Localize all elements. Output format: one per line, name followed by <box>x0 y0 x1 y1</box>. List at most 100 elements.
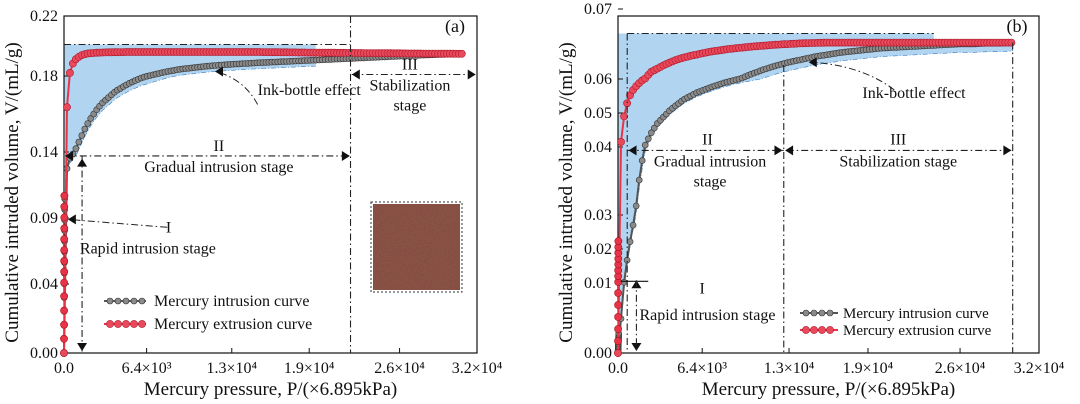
chart-panel-a: 0.00 0.04 0.09 0.14 0.18 0.22 0.0 6.4×10³ 1.3×10… <box>2 8 503 400</box>
legend-marker <box>122 320 130 328</box>
stage-annotations: II Gradual intrusion stage III Stabilization… <box>620 32 1014 353</box>
data-point <box>457 49 466 58</box>
data-point <box>60 256 69 265</box>
arrow-head <box>774 145 783 156</box>
panel-label: (a) <box>445 16 465 37</box>
x-tick-label: 1.3×10⁴ <box>206 360 257 377</box>
legend-label: Mercury extrusion curve <box>154 316 312 333</box>
arrow-head <box>808 57 817 68</box>
stage-name: stage <box>393 98 426 115</box>
data-point <box>647 129 655 137</box>
data-point <box>60 334 68 343</box>
data-point <box>635 176 643 184</box>
data-point <box>614 349 622 357</box>
leader-line <box>67 218 168 228</box>
data-point <box>72 145 80 152</box>
y-tick-label: 0.06 <box>584 71 612 88</box>
x-tick-label: 3.2×10⁴ <box>452 360 503 377</box>
x-tick-label: 2.6×10⁴ <box>935 360 986 377</box>
legend: Mercury intrusion curve Mercury extrusion… <box>104 293 312 333</box>
y-axis-title: Cumulative intruded volume, V/(mL/g) <box>2 42 23 342</box>
y-tick-label: 0.18 <box>30 68 58 85</box>
legend-marker <box>138 320 146 328</box>
data-point <box>626 238 634 245</box>
data-point <box>60 246 69 254</box>
data-point <box>60 202 69 211</box>
x-axis-title: Mercury pressure, P/(×6.895kPa) <box>144 379 397 400</box>
x-tick-label: 2.6×10⁴ <box>374 360 425 377</box>
data-point <box>614 289 622 297</box>
y-axis-title: Cumulative intruded volume, V/(mL/g) <box>556 42 577 342</box>
legend-marker <box>818 309 826 317</box>
data-point <box>60 213 69 222</box>
x-tick-label: 1.9×10⁴ <box>284 360 335 377</box>
data-point <box>620 112 628 121</box>
legend-marker <box>802 309 810 317</box>
x-axis-title: Mercury pressure, P/(×6.895kPa) <box>702 379 955 400</box>
stage-numeral: I <box>166 220 171 237</box>
data-point <box>614 237 623 246</box>
data-point <box>66 69 74 77</box>
legend-marker <box>130 320 138 328</box>
plot-frame <box>617 15 1040 354</box>
legend-marker <box>122 297 130 305</box>
data-point <box>75 138 83 146</box>
y-tick-label: 0.14 <box>30 144 58 161</box>
stage-name: Stabilization <box>369 78 450 95</box>
series-extrusion <box>60 48 466 357</box>
ink-bottle-label: Ink-bottle effect <box>862 85 966 102</box>
series-extrusion <box>614 38 1016 357</box>
y-tick-label: 0.09 <box>30 210 58 227</box>
x-tick-label: 6.4×10³ <box>122 360 172 377</box>
data-point <box>614 301 622 309</box>
x-tick-label: 6.4×10³ <box>677 360 727 377</box>
y-tick-label: 0.07 <box>584 1 612 18</box>
x-tick-label: 1.3×10⁴ <box>764 360 815 377</box>
arrow-head <box>351 69 360 80</box>
data-point <box>60 235 69 244</box>
data-point <box>60 191 69 200</box>
arrow-head <box>215 66 224 77</box>
data-point <box>632 202 640 210</box>
data-point <box>614 325 622 333</box>
data-point <box>60 267 69 276</box>
data-point <box>60 292 68 301</box>
stage-name: stage <box>694 173 727 190</box>
legend-label: Mercury intrusion curve <box>154 293 310 310</box>
y-tick-label: 0.04 <box>584 139 612 156</box>
arrow-head <box>77 158 88 167</box>
stage-numeral: III <box>890 131 906 148</box>
x-tick-label: 0.0 <box>608 360 628 377</box>
y-tick-label: 0.00 <box>30 345 58 362</box>
data-point <box>644 135 652 143</box>
chart-panel-b: 0.00 0.01 0.02 0.03 0.04 0.05 0.06 0.07 0.0 6.4×1… <box>556 1 1065 400</box>
y-tick-label: 0.01 <box>584 275 612 292</box>
stage-numeral: III <box>402 57 418 74</box>
x-tick-label: 0.0 <box>54 360 74 377</box>
legend-marker <box>826 309 834 317</box>
legend-marker <box>818 326 826 334</box>
x-tick-label: 1.9×10⁴ <box>843 360 894 377</box>
arrow-head <box>785 145 794 156</box>
data-point <box>629 221 637 229</box>
stage-name: Rapid intrusion stage <box>80 241 216 258</box>
arrow-head <box>628 145 637 156</box>
stage-name: Stabilization stage <box>839 153 957 170</box>
stage-numeral: I <box>700 281 705 298</box>
arrow-head <box>65 150 74 161</box>
legend-marker <box>130 297 138 305</box>
stage-name: Rapid intrusion stage <box>639 307 775 324</box>
legend-marker <box>114 320 122 328</box>
stage-numeral: II <box>214 138 225 155</box>
data-point <box>60 306 68 315</box>
arrow-head <box>341 150 350 161</box>
legend-label: Mercury extrusion curve <box>843 323 992 339</box>
stage-name: Gradual intrusion stage <box>144 159 293 176</box>
inset-photo <box>370 201 463 293</box>
stage-numeral: II <box>702 131 713 148</box>
data-point <box>60 224 69 233</box>
arrow-head <box>67 214 76 225</box>
legend-marker <box>106 320 114 328</box>
data-point <box>614 313 622 321</box>
y-tick-label: 0.05 <box>584 105 612 122</box>
